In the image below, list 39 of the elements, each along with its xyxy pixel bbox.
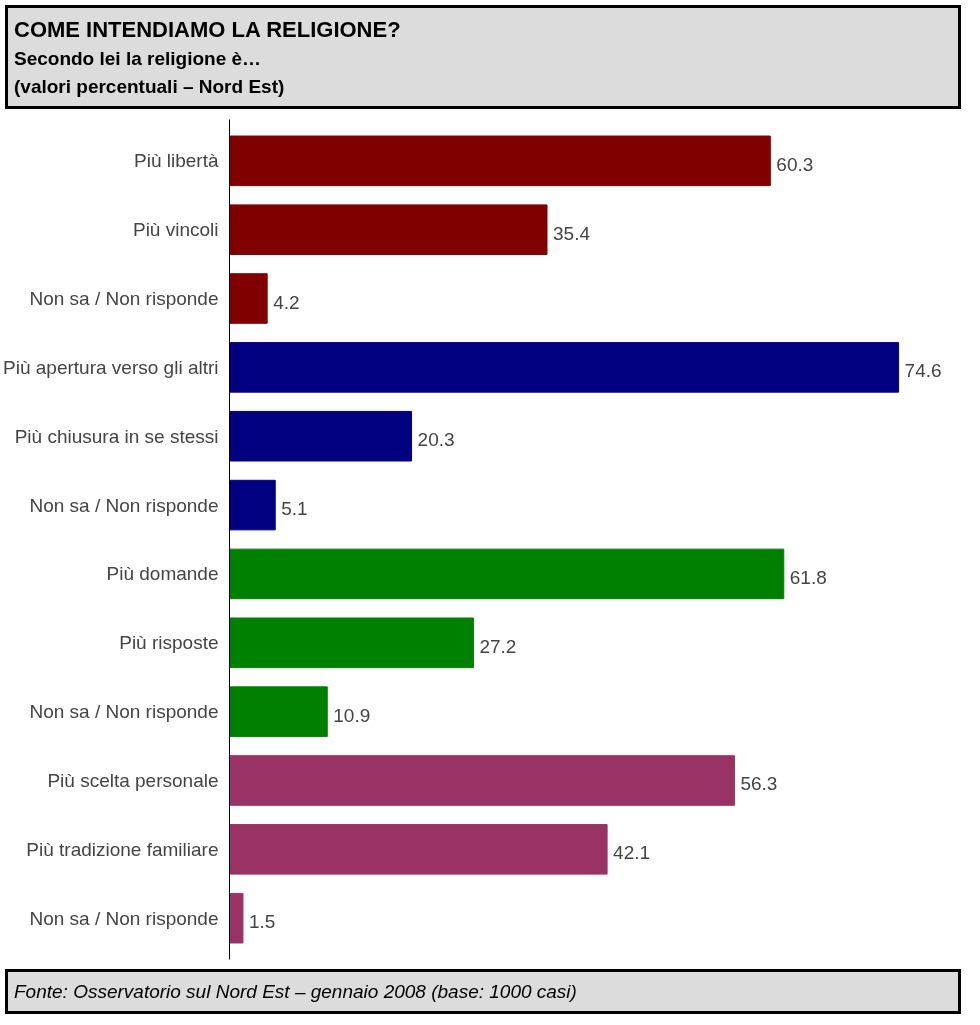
data-label: 74.6 [904,360,942,382]
bar [229,754,735,806]
data-label: 10.9 [333,704,371,726]
bar [229,548,785,599]
y-tick-label: Non sa / Non risponde [29,287,219,309]
bar [229,341,900,393]
y-tick-label: Più domande [106,563,219,585]
y-tick-label: Non sa / Non risponde [29,700,219,722]
bar [229,686,328,737]
y-tick-label: Non sa / Non risponde [29,494,219,516]
data-label: 20.3 [417,428,455,450]
y-tick-label: Più apertura verso gli altri [3,356,219,378]
data-label: 61.8 [789,566,827,588]
bar [229,479,276,531]
bar [229,892,244,944]
bar [229,135,771,186]
bar [229,823,608,875]
data-label: 60.3 [776,153,814,175]
data-label: 35.4 [553,222,591,244]
bar [229,204,548,255]
bar [229,272,268,324]
bar [229,410,413,462]
y-tick-label: Più tradizione familiare [26,838,219,860]
chart-subtitle: Secondo lei la religione è… (valori percentuali – Nord Est) [14,47,286,99]
y-tick-label: Più vincoli [132,218,219,240]
data-label: 27.2 [479,635,517,657]
data-label: 1.5 [248,910,276,932]
data-label: 4.2 [273,291,300,313]
chart-title: COME INTENDIAMO LA RELIGIONE? [14,16,401,44]
source-note: Fonte: Osservatorio sul Nord Est – gennaio 2008 (base: 1000 casi) [14,979,577,1004]
data-label: 42.1 [613,842,651,864]
data-label: 56.3 [740,773,778,795]
y-tick-label: Non sa / Non risponde [29,907,219,929]
bar [229,617,474,668]
y-tick-label: Più risposte [119,631,219,653]
data-label: 5.1 [281,497,308,519]
y-tick-label: Più scelta personale [47,769,219,791]
y-tick-label: Più libertà [134,150,219,172]
y-tick-label: Più chiusura in se stessi [14,425,219,447]
